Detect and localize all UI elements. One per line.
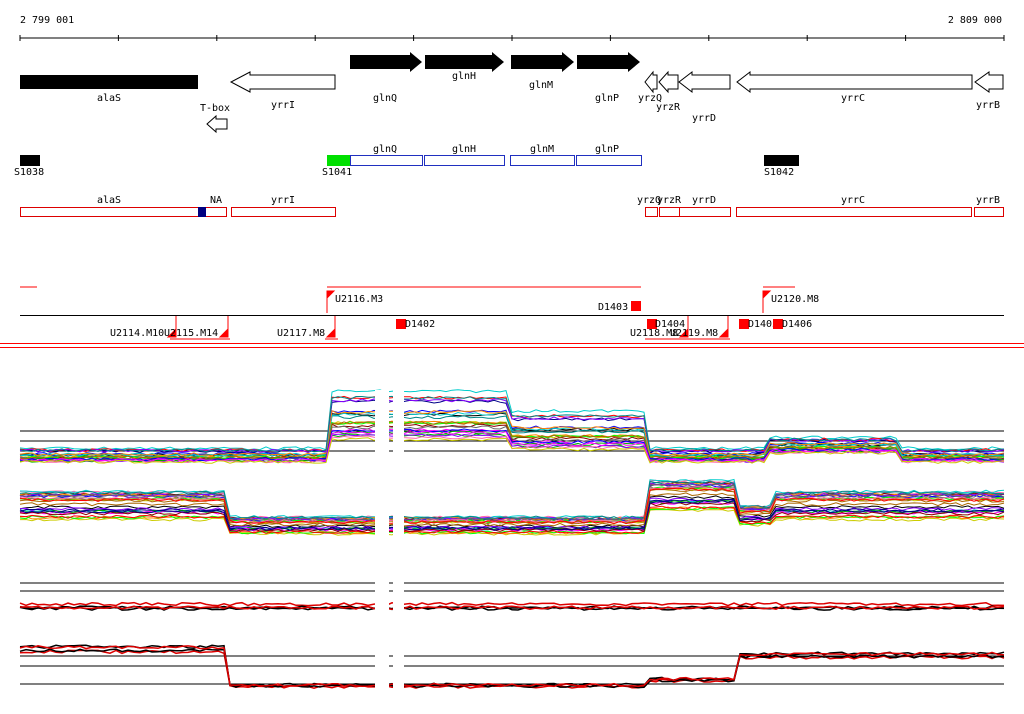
tbox-arrow-icon[interactable] [206, 114, 228, 134]
gene-yrzR[interactable] [658, 70, 679, 94]
expression-panel-lower [19, 478, 1005, 536]
segment-label-S1038: S1038 [14, 167, 44, 178]
downshift-label-D1404: D1404 [655, 319, 685, 330]
transcript-label-yrrD: yrrD [692, 195, 716, 206]
gene-label-glnQ: glnQ [373, 93, 397, 104]
gene-alaS[interactable] [20, 75, 198, 89]
downshift-label-D1405: D1405 [748, 319, 778, 330]
upshift-label-U2114: U2114.M10 [110, 328, 164, 339]
summary-panel-lower [19, 644, 1005, 689]
upshift-label-U2119: U2119.M8 [670, 328, 718, 339]
transcript-yrzR[interactable] [659, 207, 680, 217]
gene-label-yrrD: yrrD [692, 113, 716, 124]
segment-track: S1038 S1041 S1042 glnQ glnH glnM glnP [14, 144, 799, 178]
gene-label-glnH: glnH [452, 71, 476, 82]
coord-end: 2 809 000 [948, 15, 1002, 26]
gene-label-alaS: alaS [97, 93, 121, 104]
downshift-square-icon[interactable] [739, 319, 749, 329]
gene-yrrI[interactable] [229, 71, 336, 93]
gene-label-yrrB: yrrB [976, 100, 1000, 111]
upshift-label-U2116: U2116.M3 [335, 294, 383, 305]
upshift-flag-icon[interactable] [326, 290, 336, 313]
transcript-label-yrrB: yrrB [976, 195, 1000, 206]
gene-label-glnP: glnP [595, 93, 619, 104]
transcript-label-NA: NA [210, 195, 222, 206]
downshift-square-icon[interactable] [631, 301, 641, 311]
gene-yrrB[interactable] [974, 71, 1004, 93]
operon-glnM[interactable] [510, 155, 575, 166]
gene-label-yrrI: yrrI [271, 100, 295, 111]
upshift-label-U2120: U2120.M8 [771, 294, 819, 305]
na-marker[interactable] [198, 207, 206, 217]
transcript-label-yrzR: yrzR [657, 195, 682, 206]
gene-label-glnM: glnM [529, 80, 553, 91]
operon-label-glnP: glnP [595, 144, 619, 155]
segment-label-S1042: S1042 [764, 167, 794, 178]
transcript-yrrI[interactable] [231, 207, 336, 217]
gene-track: alaS yrrI glnQ glnH glnM glnP yrzQ yrzR … [20, 52, 1004, 134]
upshift-label-U2118: U2118.M8 [630, 328, 678, 339]
operon-glnQ[interactable] [350, 155, 423, 166]
segment-S1042[interactable] [764, 155, 799, 166]
upshift-label-U2115: U2115.M14 [164, 328, 218, 339]
gene-yrrD[interactable] [678, 70, 731, 94]
operon-glnP[interactable] [576, 155, 642, 166]
downshift-label-D1406: D1406 [782, 319, 812, 330]
upshift-flag-icon[interactable] [218, 316, 229, 338]
transcript-label-yrrC: yrrC [841, 195, 865, 206]
transcript-yrzQ[interactable] [645, 207, 658, 217]
coordinate-ruler: 2 799 001 2 809 000 [19, 15, 1005, 41]
transcript-alaS[interactable] [20, 207, 227, 217]
gene-label-yrrC: yrrC [841, 93, 865, 104]
transcript-track: alaS NA yrrI yrzQ yrzR yrrD yrrC yrrB [20, 195, 1004, 217]
transcript-label-yrrI: yrrI [271, 195, 295, 206]
gene-yrrC[interactable] [736, 70, 973, 94]
operon-glnH[interactable] [424, 155, 505, 166]
upshift-flag-icon[interactable] [678, 316, 689, 338]
downshift-label-D1402: D1402 [405, 319, 435, 330]
tbox-label: T-box [200, 103, 230, 114]
transcript-label-alaS: alaS [97, 195, 121, 206]
transcript-label-yrzQ: yrzQ [637, 195, 661, 206]
upshift-flag-icon[interactable] [166, 316, 177, 338]
gene-label-yrzR: yrzR [656, 102, 681, 113]
gene-glnQ[interactable] [350, 52, 422, 72]
operon-label-glnH: glnH [452, 144, 476, 155]
segment-S1041[interactable] [327, 155, 350, 166]
gene-yrzQ[interactable] [644, 70, 658, 94]
operon-label-glnM: glnM [530, 144, 554, 155]
downshift-label-D1403: D1403 [598, 302, 628, 313]
transcript-yrrC[interactable] [736, 207, 972, 217]
gene-glnH[interactable] [425, 52, 504, 72]
upshift-flag-icon[interactable] [325, 316, 336, 338]
expression-panel-upper [19, 389, 1005, 464]
segment-label-S1041: S1041 [322, 167, 352, 178]
summary-panel-upper [19, 582, 1005, 611]
upshift-flag-icon[interactable] [762, 290, 772, 313]
coord-start: 2 799 001 [20, 15, 74, 26]
gene-glnM[interactable] [511, 52, 574, 72]
downshift-square-icon[interactable] [396, 319, 406, 329]
downshift-square-icon[interactable] [647, 319, 657, 329]
upshift-label-U2117: U2117.M8 [277, 328, 325, 339]
downshift-square-icon[interactable] [773, 319, 783, 329]
shift-track: U2116.M3 U2120.M8 U2114.M10 U2115.M14 U2… [0, 286, 1024, 348]
gene-glnP[interactable] [577, 52, 640, 72]
operon-label-glnQ: glnQ [373, 144, 397, 155]
transcript-yrrB[interactable] [974, 207, 1004, 217]
transcript-yrrD[interactable] [679, 207, 731, 217]
gene-label-yrzQ: yrzQ [638, 93, 662, 104]
segment-S1038[interactable] [20, 155, 40, 166]
upshift-flag-icon[interactable] [718, 316, 729, 338]
